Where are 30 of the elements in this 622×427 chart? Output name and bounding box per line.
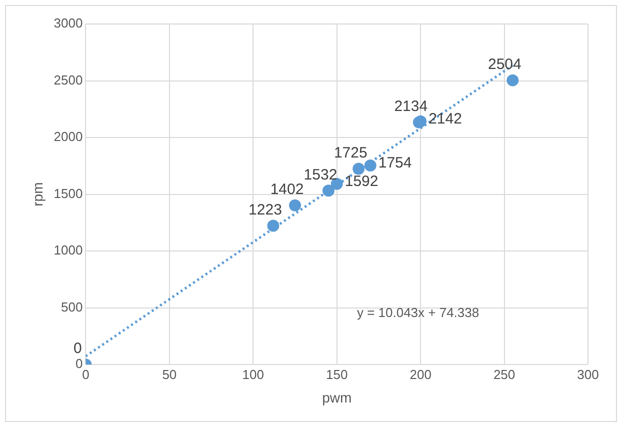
y-tick-label: 2500	[54, 72, 83, 88]
x-tick-label: 100	[242, 366, 264, 382]
x-tick-label: 300	[577, 366, 599, 382]
data-label: 1725	[334, 144, 368, 162]
data-label: 1754	[378, 154, 412, 172]
y-tick-label: 1500	[54, 186, 83, 201]
data-label: 1592	[344, 172, 378, 190]
x-tick-label: 150	[326, 366, 348, 382]
point	[506, 74, 519, 86]
y-axis-title: rpm	[29, 182, 46, 206]
annotation: y = 10.043x + 74.338	[356, 304, 480, 320]
point	[364, 159, 376, 172]
data-label: 1532	[304, 166, 338, 184]
data-label: 1402	[270, 181, 304, 198]
data-label: 2134	[394, 98, 428, 115]
x-tick-label: 50	[162, 366, 177, 382]
x-tick-label: 250	[493, 366, 516, 382]
y-tick-label: 500	[61, 299, 83, 314]
point	[289, 199, 302, 212]
y-tick-label: 1000	[54, 242, 83, 258]
y-tick-label: 3000	[54, 16, 83, 31]
point	[352, 162, 365, 175]
point	[322, 184, 334, 197]
data-label: 2504	[488, 56, 522, 73]
y-tick-label: 2000	[54, 129, 83, 144]
point	[267, 220, 280, 232]
x-tick-label: 200	[410, 366, 432, 382]
y-tick-label: 0	[75, 356, 83, 372]
data-label: 1223	[248, 201, 282, 218]
x-axis-title: pwm	[322, 389, 352, 406]
